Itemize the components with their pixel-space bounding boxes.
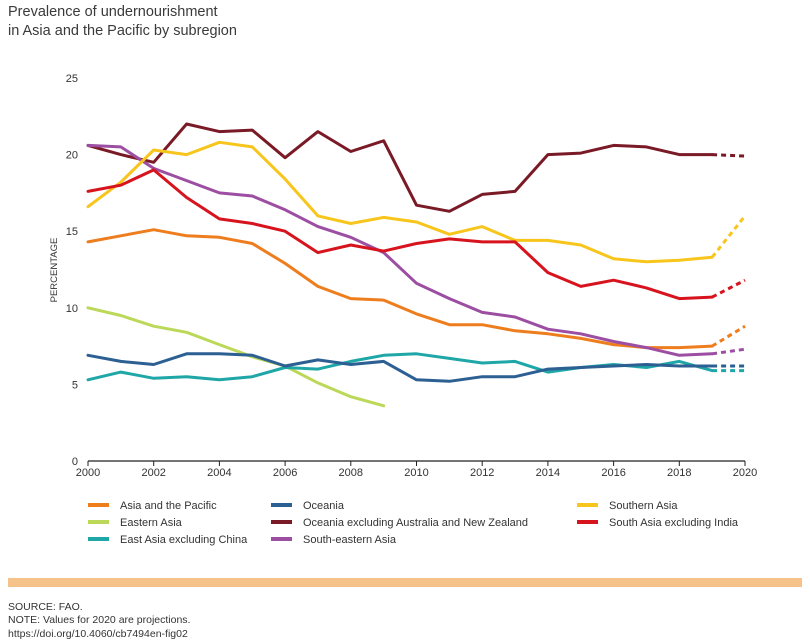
series-projection-6	[711, 347, 746, 356]
series-projection-7	[710, 214, 747, 259]
y-tick-label: 0	[72, 456, 78, 468]
x-tick-label: 2002	[141, 467, 165, 479]
x-tick-label: 2020	[733, 467, 757, 479]
source-note: SOURCE: FAO.	[8, 601, 83, 613]
series-projection-1	[711, 324, 746, 348]
series-line-2	[86, 306, 386, 408]
chart-notes: SOURCE: FAO. NOTE: Values for 2020 are p…	[8, 601, 190, 641]
series-line-5	[86, 122, 714, 213]
chart-title-line-1: Prevalence of undernourishment	[8, 4, 218, 20]
x-tick-label: 2014	[536, 467, 560, 479]
x-tick-label: 2012	[470, 467, 494, 479]
projection-note: NOTE: Values for 2020 are projections.	[8, 614, 191, 627]
chart-series-lines	[86, 122, 747, 408]
x-tick-label: 2004	[207, 467, 231, 479]
y-tick-label: 25	[66, 73, 78, 85]
x-tick-label: 2010	[404, 467, 428, 479]
series-line-8	[86, 168, 714, 301]
series-line-7	[86, 140, 714, 264]
x-tick-label: 2008	[339, 467, 363, 479]
x-tick-label: 2000	[76, 467, 100, 479]
chart-axes: 2000 2002 2004 2006 2008 2010 2012 2014 2016 2018…	[49, 73, 757, 479]
legend-label-4: Oceania	[303, 500, 345, 512]
chart-title-line-2: in Asia and the Pacific by subregion	[8, 23, 237, 39]
legend-label-7: Southern Asia	[609, 500, 678, 512]
legend-label-6: South-eastern Asia	[303, 534, 397, 546]
y-tick-label: 15	[66, 226, 78, 238]
series-line-4	[86, 352, 714, 383]
x-tick-label: 2016	[601, 467, 625, 479]
y-axis-label: PERCENTAGE	[49, 238, 60, 303]
chart-title: Prevalence of undernourishment in Asia a…	[8, 3, 237, 41]
x-tick-label: 2006	[273, 467, 297, 479]
series-projection-8	[711, 278, 746, 299]
doi-link[interactable]: https://doi.org/10.4060/cb7494en-fig02	[8, 627, 188, 640]
legend-label-1: Asia and the Pacific	[120, 500, 217, 512]
y-tick-label: 10	[66, 303, 78, 315]
legend-label-3: East Asia excluding China	[120, 534, 248, 546]
chart-legend: Asia and the Pacific Oceania Southern Asia…	[88, 500, 739, 546]
divider-band	[8, 578, 802, 587]
y-tick-label: 5	[72, 379, 78, 391]
legend-label-8: South Asia excluding India	[609, 517, 739, 529]
legend-label-2: Eastern Asia	[120, 517, 183, 529]
line-chart: 2000 2002 2004 2006 2008 2010 2012 2014 2016 2018…	[49, 73, 757, 546]
series-line-1	[86, 228, 714, 350]
series-projection-5	[712, 153, 746, 158]
series-line-6	[86, 143, 714, 357]
legend-label-5: Oceania excluding Australia and New Zeal…	[303, 517, 528, 529]
y-tick-label: 20	[66, 150, 78, 162]
x-tick-label: 2018	[667, 467, 691, 479]
